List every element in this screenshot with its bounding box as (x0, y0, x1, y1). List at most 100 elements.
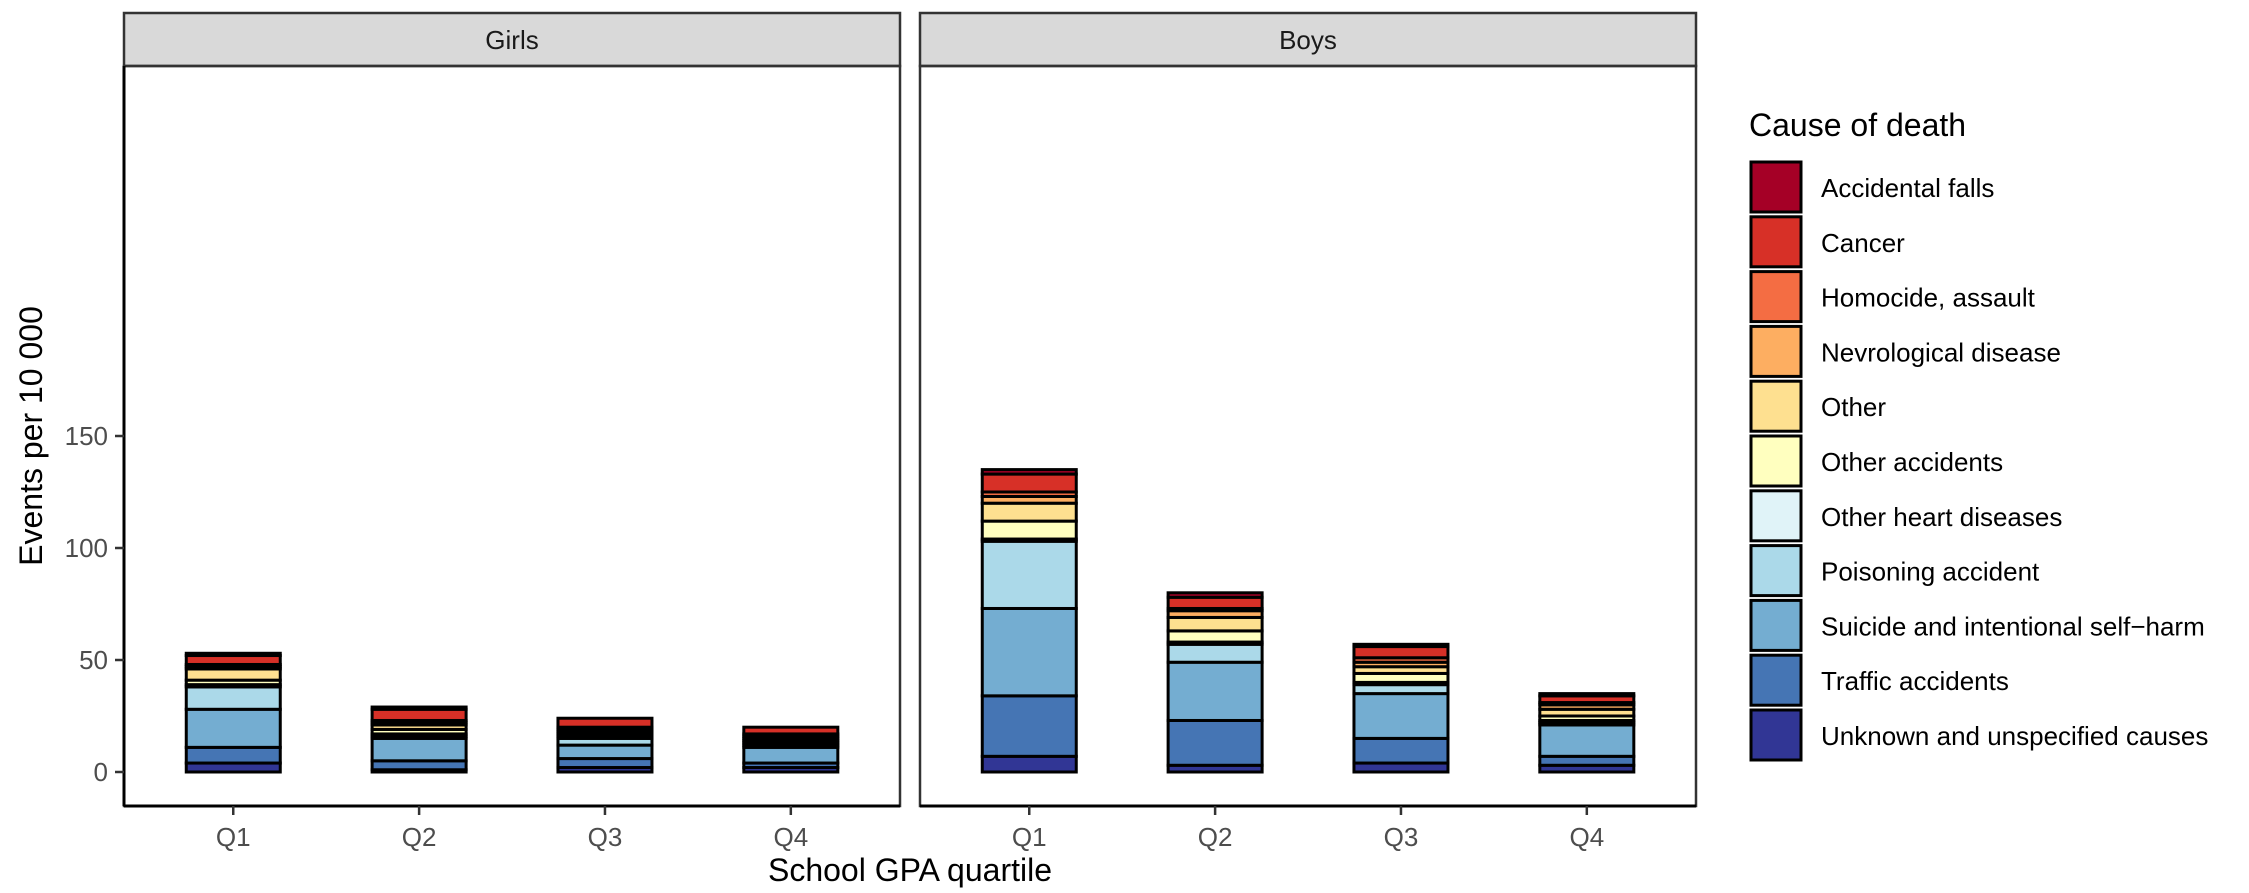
legend-label: Traffic accidents (1821, 666, 2009, 696)
bar-segment (742, 725, 840, 736)
legend-label: Other heart diseases (1821, 502, 2062, 532)
bar-segment (1538, 692, 1636, 698)
bar-segment (370, 707, 468, 722)
x-tick-label: Q2 (1198, 822, 1233, 852)
legend: Cause of death Accidental falls Cancer Hom… (1749, 107, 2208, 762)
bar-segment (980, 472, 1078, 494)
bar-q2 (1166, 591, 1264, 774)
bar-segment (184, 651, 282, 658)
x-tick-label: Q2 (402, 822, 437, 852)
bar-segment (980, 468, 1078, 476)
bar-segment (1166, 615, 1264, 633)
legend-item: Nevrological disease (1749, 324, 2061, 378)
panel-girls: Girls Q1 Q2 Q3 Q4 (122, 11, 902, 852)
bar-segment (980, 539, 1078, 610)
bar-segment (1166, 595, 1264, 610)
bar-segment (1166, 642, 1264, 664)
legend-label: Accidental falls (1821, 173, 1994, 203)
bar-segment (556, 716, 654, 729)
bar-segment (1166, 591, 1264, 599)
bar-q3 (1352, 642, 1450, 774)
panel-strip (122, 11, 902, 68)
x-axis-title: School GPA quartile (768, 852, 1052, 888)
y-tick-label: 100 (65, 533, 108, 563)
legend-item: Unknown and unspecified causes (1749, 708, 2208, 762)
bar-segment (1352, 642, 1450, 649)
panel-strip-label: Girls (485, 25, 538, 55)
legend-item: Traffic accidents (1749, 653, 2009, 707)
legend-swatch (1749, 544, 1803, 598)
bar-q2 (370, 705, 468, 774)
bar-segment (370, 705, 468, 711)
x-tick-label: Q3 (588, 822, 623, 852)
bar-segment (556, 743, 654, 761)
bar-segment (980, 754, 1078, 774)
legend-item: Other accidents (1749, 434, 2003, 488)
legend-swatch (1749, 598, 1803, 652)
bar-segment (184, 685, 282, 711)
legend-swatch (1749, 489, 1803, 543)
legend-item: Other heart diseases (1749, 489, 2062, 543)
panel-strip (918, 11, 1698, 68)
legend-label: Cancer (1821, 228, 1905, 258)
legend-item: Poisoning accident (1749, 544, 2040, 598)
legend-label: Other (1821, 392, 1886, 422)
bar-segment (980, 519, 1078, 541)
bar-segment (184, 707, 282, 749)
legend-swatch (1749, 324, 1803, 378)
axes: School GPA quartile Events per 10 000 0 5… (13, 66, 1052, 888)
bar-segment (1352, 692, 1450, 740)
legend-swatch (1749, 434, 1803, 488)
legend-label: Nevrological disease (1821, 337, 2061, 367)
legend-title: Cause of death (1749, 107, 1966, 143)
bar-segment (184, 667, 282, 682)
bar-q3 (556, 716, 654, 774)
legend-swatch (1749, 215, 1803, 269)
bar-segment (1538, 723, 1636, 758)
legend-swatch (1749, 379, 1803, 433)
bar-q1 (980, 468, 1078, 774)
bar-q4 (742, 725, 840, 774)
bar-segment (370, 736, 468, 763)
panel-boys: Boys Q1 Q2 Q3 Q4 (918, 11, 1698, 852)
bar-segment (1166, 718, 1264, 767)
y-axis-title: Events per 10 000 (13, 306, 49, 566)
bar-segment (184, 745, 282, 765)
panel-strip-label: Boys (1279, 25, 1337, 55)
bar-segment (980, 606, 1078, 698)
y-tick-label: 0 (94, 757, 108, 787)
bar-segment (1352, 645, 1450, 660)
bar-segment (980, 501, 1078, 523)
bar-segment (1352, 736, 1450, 765)
legend-label: Homocide, assault (1821, 283, 2036, 313)
bar-segment (1166, 660, 1264, 722)
legend-item: Homocide, assault (1749, 270, 2036, 324)
x-tick-label: Q1 (216, 822, 251, 852)
bar-q4 (1538, 692, 1636, 774)
legend-swatch (1749, 653, 1803, 707)
y-tick-label: 150 (65, 421, 108, 451)
legend-item: Cancer (1749, 215, 1905, 269)
bar-segment (742, 745, 840, 765)
bar-segment (980, 694, 1078, 758)
x-tick-label: Q3 (1384, 822, 1419, 852)
x-tick-label: Q4 (1569, 822, 1604, 852)
legend-label: Other accidents (1821, 447, 2003, 477)
legend-item: Other (1749, 379, 1886, 433)
legend-swatch (1749, 708, 1803, 762)
y-tick-label: 50 (79, 645, 108, 675)
legend-label: Suicide and intentional self−harm (1821, 611, 2205, 641)
legend-swatch (1749, 160, 1803, 214)
legend-swatch (1749, 270, 1803, 324)
bar-segment (1166, 629, 1264, 644)
legend-item: Accidental falls (1749, 160, 1994, 214)
legend-item: Suicide and intentional self−harm (1749, 598, 2205, 652)
legend-label: Unknown and unspecified causes (1821, 721, 2208, 751)
x-tick-label: Q4 (773, 822, 808, 852)
panels: Girls Q1 Q2 Q3 Q4 Boys Q1 Q2 Q3 Q4 (122, 11, 1698, 852)
legend-label: Poisoning accident (1821, 557, 2040, 587)
bar-q1 (184, 651, 282, 774)
x-tick-label: Q1 (1012, 822, 1047, 852)
